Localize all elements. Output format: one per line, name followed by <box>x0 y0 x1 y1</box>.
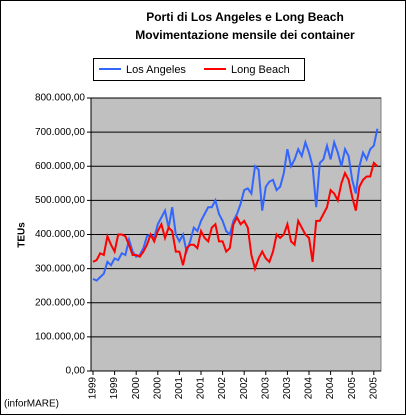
y-tick-label: 400.000,00 <box>35 229 85 240</box>
y-tick-label: 700.000,00 <box>35 127 85 138</box>
x-tick-label: 2000 <box>131 377 142 400</box>
x-tick-label: 2001 <box>196 377 207 400</box>
x-tick-label: 1999 <box>88 377 99 400</box>
x-tick-label: 2004 <box>304 377 315 400</box>
source-note: (inforMARE) <box>4 399 59 410</box>
legend-label: Los Angeles <box>126 64 186 76</box>
y-tick-label: 100.000,00 <box>35 332 85 343</box>
series-line <box>92 128 379 282</box>
chart-subtitle: Movimentazione mensile dei container <box>135 28 355 42</box>
y-tick-label: 300.000,00 <box>35 263 85 274</box>
x-tick-label: 2000 <box>152 377 163 400</box>
chart-title: Porti di Los Angeles e Long Beach <box>146 10 344 24</box>
x-tick-label: 2005 <box>368 377 379 400</box>
x-tick-label: 2004 <box>325 377 336 400</box>
x-tick-label: 2002 <box>217 377 228 400</box>
x-tick-label: 2003 <box>282 377 293 400</box>
y-tick-label: 800.000,00 <box>35 93 85 104</box>
x-tick-label: 2005 <box>347 377 358 400</box>
x-tick-label: 2003 <box>260 377 271 400</box>
y-tick-label: 600.000,00 <box>35 161 85 172</box>
x-tick-label: 2002 <box>239 377 250 400</box>
x-tick-label: 1999 <box>109 377 120 400</box>
y-axis-label: TEUs <box>17 222 28 248</box>
legend-label: Long Beach <box>231 64 290 76</box>
series-line <box>92 160 379 273</box>
y-tick-label: 500.000,00 <box>35 195 85 206</box>
y-tick-label: 200.000,00 <box>35 297 85 308</box>
y-tick-label: 0,00 <box>66 366 86 377</box>
legend-box <box>93 58 305 81</box>
x-tick-label: 2001 <box>174 377 185 400</box>
